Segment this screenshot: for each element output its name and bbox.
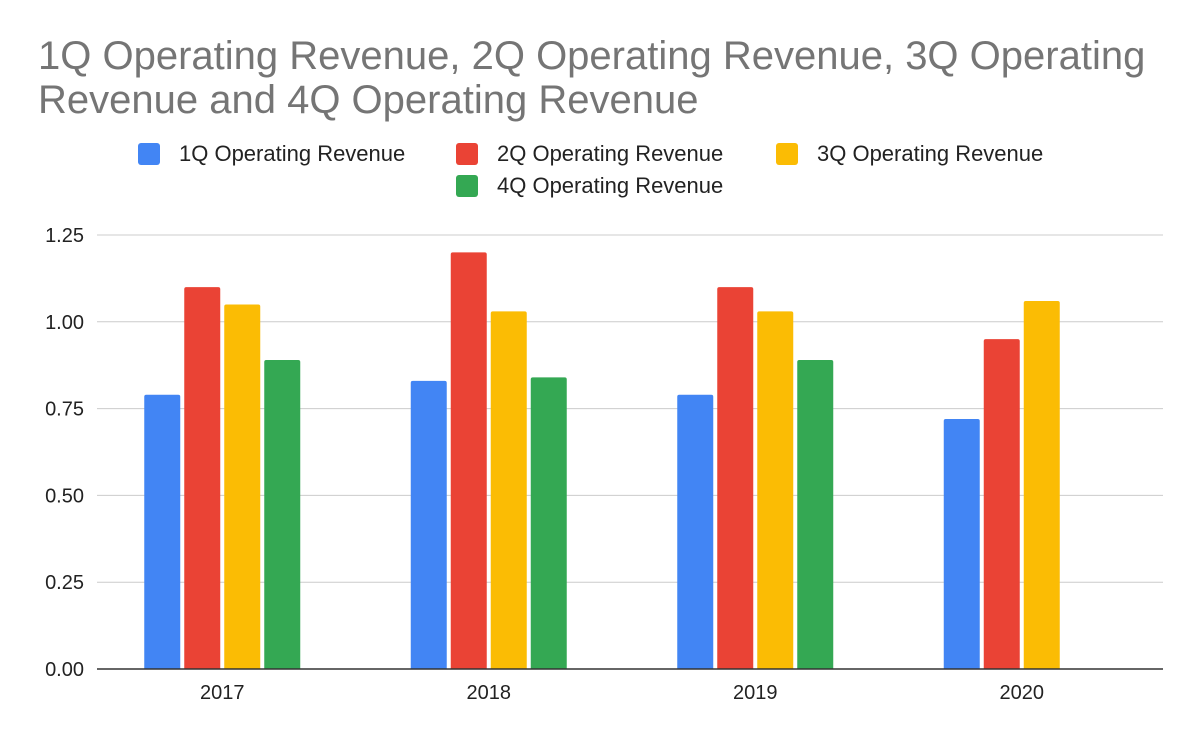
bar-2017-2q bbox=[184, 287, 221, 669]
bar-2019-1q bbox=[677, 394, 714, 669]
y-tick-label: 1.25 bbox=[45, 225, 84, 247]
legend-swatch bbox=[456, 143, 478, 165]
x-tick-label: 2018 bbox=[467, 682, 512, 704]
bar-2020-3q bbox=[1023, 300, 1060, 669]
bar-2019-2q bbox=[717, 287, 754, 669]
legend-item: 4Q Operating Revenue bbox=[456, 173, 723, 198]
bar-2018-2q bbox=[450, 252, 487, 670]
bars bbox=[144, 252, 1060, 670]
bar-2019-3q bbox=[757, 311, 794, 669]
chart-title: 1Q Operating Revenue, 2Q Operating Reven… bbox=[38, 34, 1146, 122]
x-axis-ticks: 2017 2018 2019 2020 bbox=[200, 682, 1044, 704]
x-tick-label: 2019 bbox=[733, 682, 778, 704]
bar-2019-4q bbox=[797, 359, 834, 669]
legend-swatch bbox=[456, 175, 478, 197]
bar-2017-1q bbox=[144, 394, 181, 669]
bar-2018-3q bbox=[490, 311, 527, 669]
y-tick-label: 0.75 bbox=[45, 399, 84, 421]
bar-2018-1q bbox=[410, 380, 447, 669]
legend: 1Q Operating Revenue 2Q Operating Revenue… bbox=[138, 141, 1043, 198]
legend-item: 1Q Operating Revenue bbox=[138, 141, 405, 166]
legend-item: 3Q Operating Revenue bbox=[776, 141, 1043, 166]
y-axis-ticks: 0.00 0.25 0.50 0.75 1.00 1.25 bbox=[45, 225, 84, 681]
y-tick-label: 0.50 bbox=[45, 485, 84, 507]
legend-item: 2Q Operating Revenue bbox=[456, 141, 723, 166]
legend-label: 4Q Operating Revenue bbox=[497, 173, 723, 198]
x-tick-label: 2017 bbox=[200, 682, 245, 704]
x-tick-label: 2020 bbox=[1000, 682, 1045, 704]
bar-2017-4q bbox=[264, 359, 301, 669]
legend-label: 3Q Operating Revenue bbox=[817, 141, 1043, 166]
legend-swatch bbox=[138, 143, 160, 165]
bar-2020-1q bbox=[943, 419, 980, 669]
legend-label: 1Q Operating Revenue bbox=[179, 141, 405, 166]
bar-2017-3q bbox=[224, 304, 261, 669]
bar-2020-2q bbox=[983, 339, 1020, 669]
legend-swatch bbox=[776, 143, 798, 165]
y-tick-label: 0.00 bbox=[45, 659, 84, 681]
y-tick-label: 1.00 bbox=[45, 312, 84, 334]
bar-2018-4q bbox=[530, 377, 567, 669]
y-tick-label: 0.25 bbox=[45, 572, 84, 594]
legend-label: 2Q Operating Revenue bbox=[497, 141, 723, 166]
